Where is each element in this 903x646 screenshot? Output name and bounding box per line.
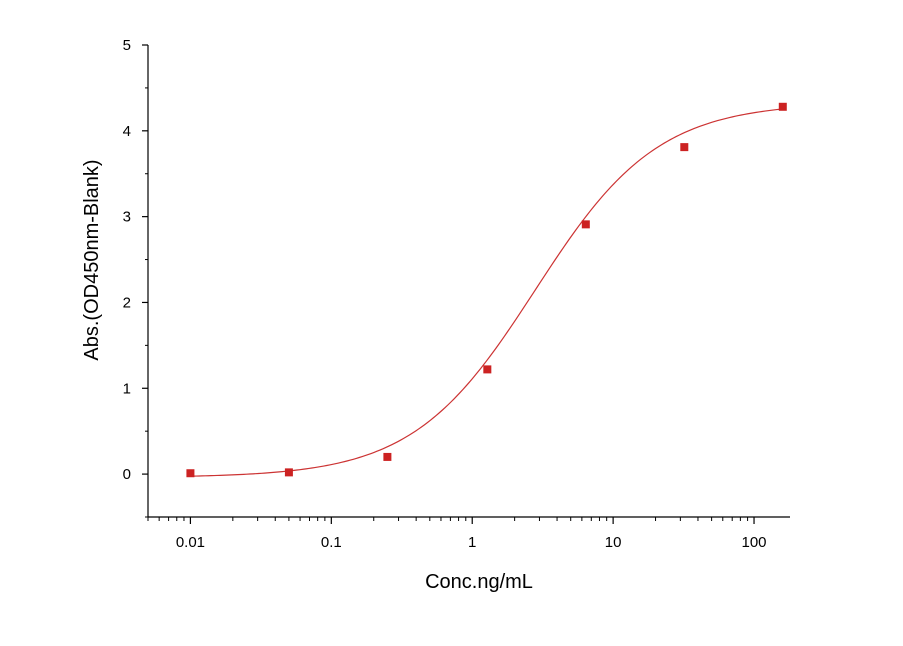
fit-curve xyxy=(190,108,783,477)
y-axis-title: Abs.(OD450nm-Blank) xyxy=(81,159,103,360)
x-tick-label: 10 xyxy=(605,534,622,551)
x-tick-label: 100 xyxy=(742,534,767,551)
x-tick-label: 0.1 xyxy=(321,534,342,551)
x-axis: 0.01 0.1 1 10 100 xyxy=(147,516,790,551)
x-tick-label: 1 xyxy=(468,534,476,551)
data-points xyxy=(186,102,787,478)
data-point xyxy=(186,469,195,478)
y-tick-label: 2 xyxy=(123,294,131,311)
y-tick-label: 0 xyxy=(123,466,131,483)
data-point xyxy=(483,365,492,374)
y-tick-label: 1 xyxy=(123,380,131,397)
y-tick-label: 5 xyxy=(123,37,131,54)
data-point xyxy=(383,452,392,461)
y-axis: 0 1 2 3 4 5 xyxy=(123,37,149,518)
y-tick-label: 3 xyxy=(123,209,131,226)
data-point xyxy=(778,102,787,111)
y-tick-label: 4 xyxy=(123,123,131,140)
data-point xyxy=(284,468,293,477)
data-point xyxy=(581,220,590,229)
x-tick-label: 0.01 xyxy=(176,534,205,551)
data-point xyxy=(680,143,689,152)
x-axis-title: Conc.ng/mL xyxy=(425,571,533,593)
